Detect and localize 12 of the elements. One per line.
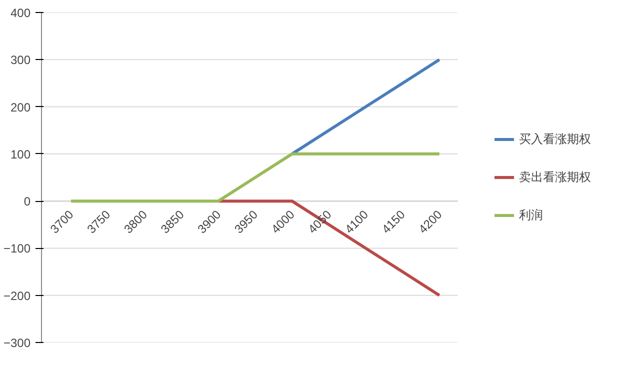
y-tick-label: −200 — [3, 288, 31, 303]
y-tick-label: 100 — [10, 147, 31, 162]
legend-label: 卖出看涨期权 — [519, 168, 591, 186]
y-tick-label: 400 — [10, 6, 31, 20]
y-tick-label: −300 — [3, 336, 31, 350]
y-tick-label: 200 — [10, 100, 31, 114]
y-tick-label: −100 — [3, 242, 31, 256]
y-tick-label: 0 — [24, 194, 31, 209]
y-tick-label: 300 — [10, 53, 31, 68]
line-series — [290, 58, 441, 156]
legend-label: 利润 — [519, 206, 543, 224]
legend-label: 买入看涨期权 — [519, 130, 591, 148]
